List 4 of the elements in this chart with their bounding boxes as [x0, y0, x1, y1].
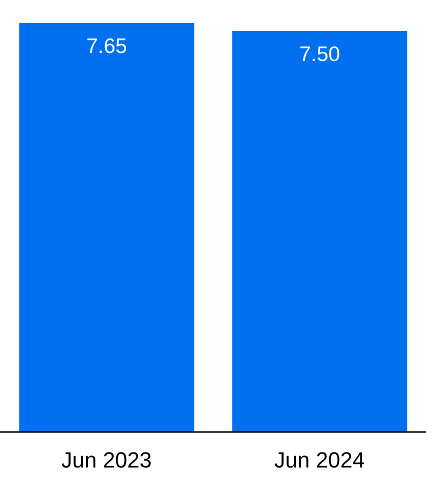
- x-tick-label: Jun 2024: [274, 448, 365, 473]
- x-tick-label: Jun 2023: [61, 448, 152, 473]
- data-label: 7.65: [86, 35, 128, 58]
- data-label: 7.50: [299, 43, 340, 66]
